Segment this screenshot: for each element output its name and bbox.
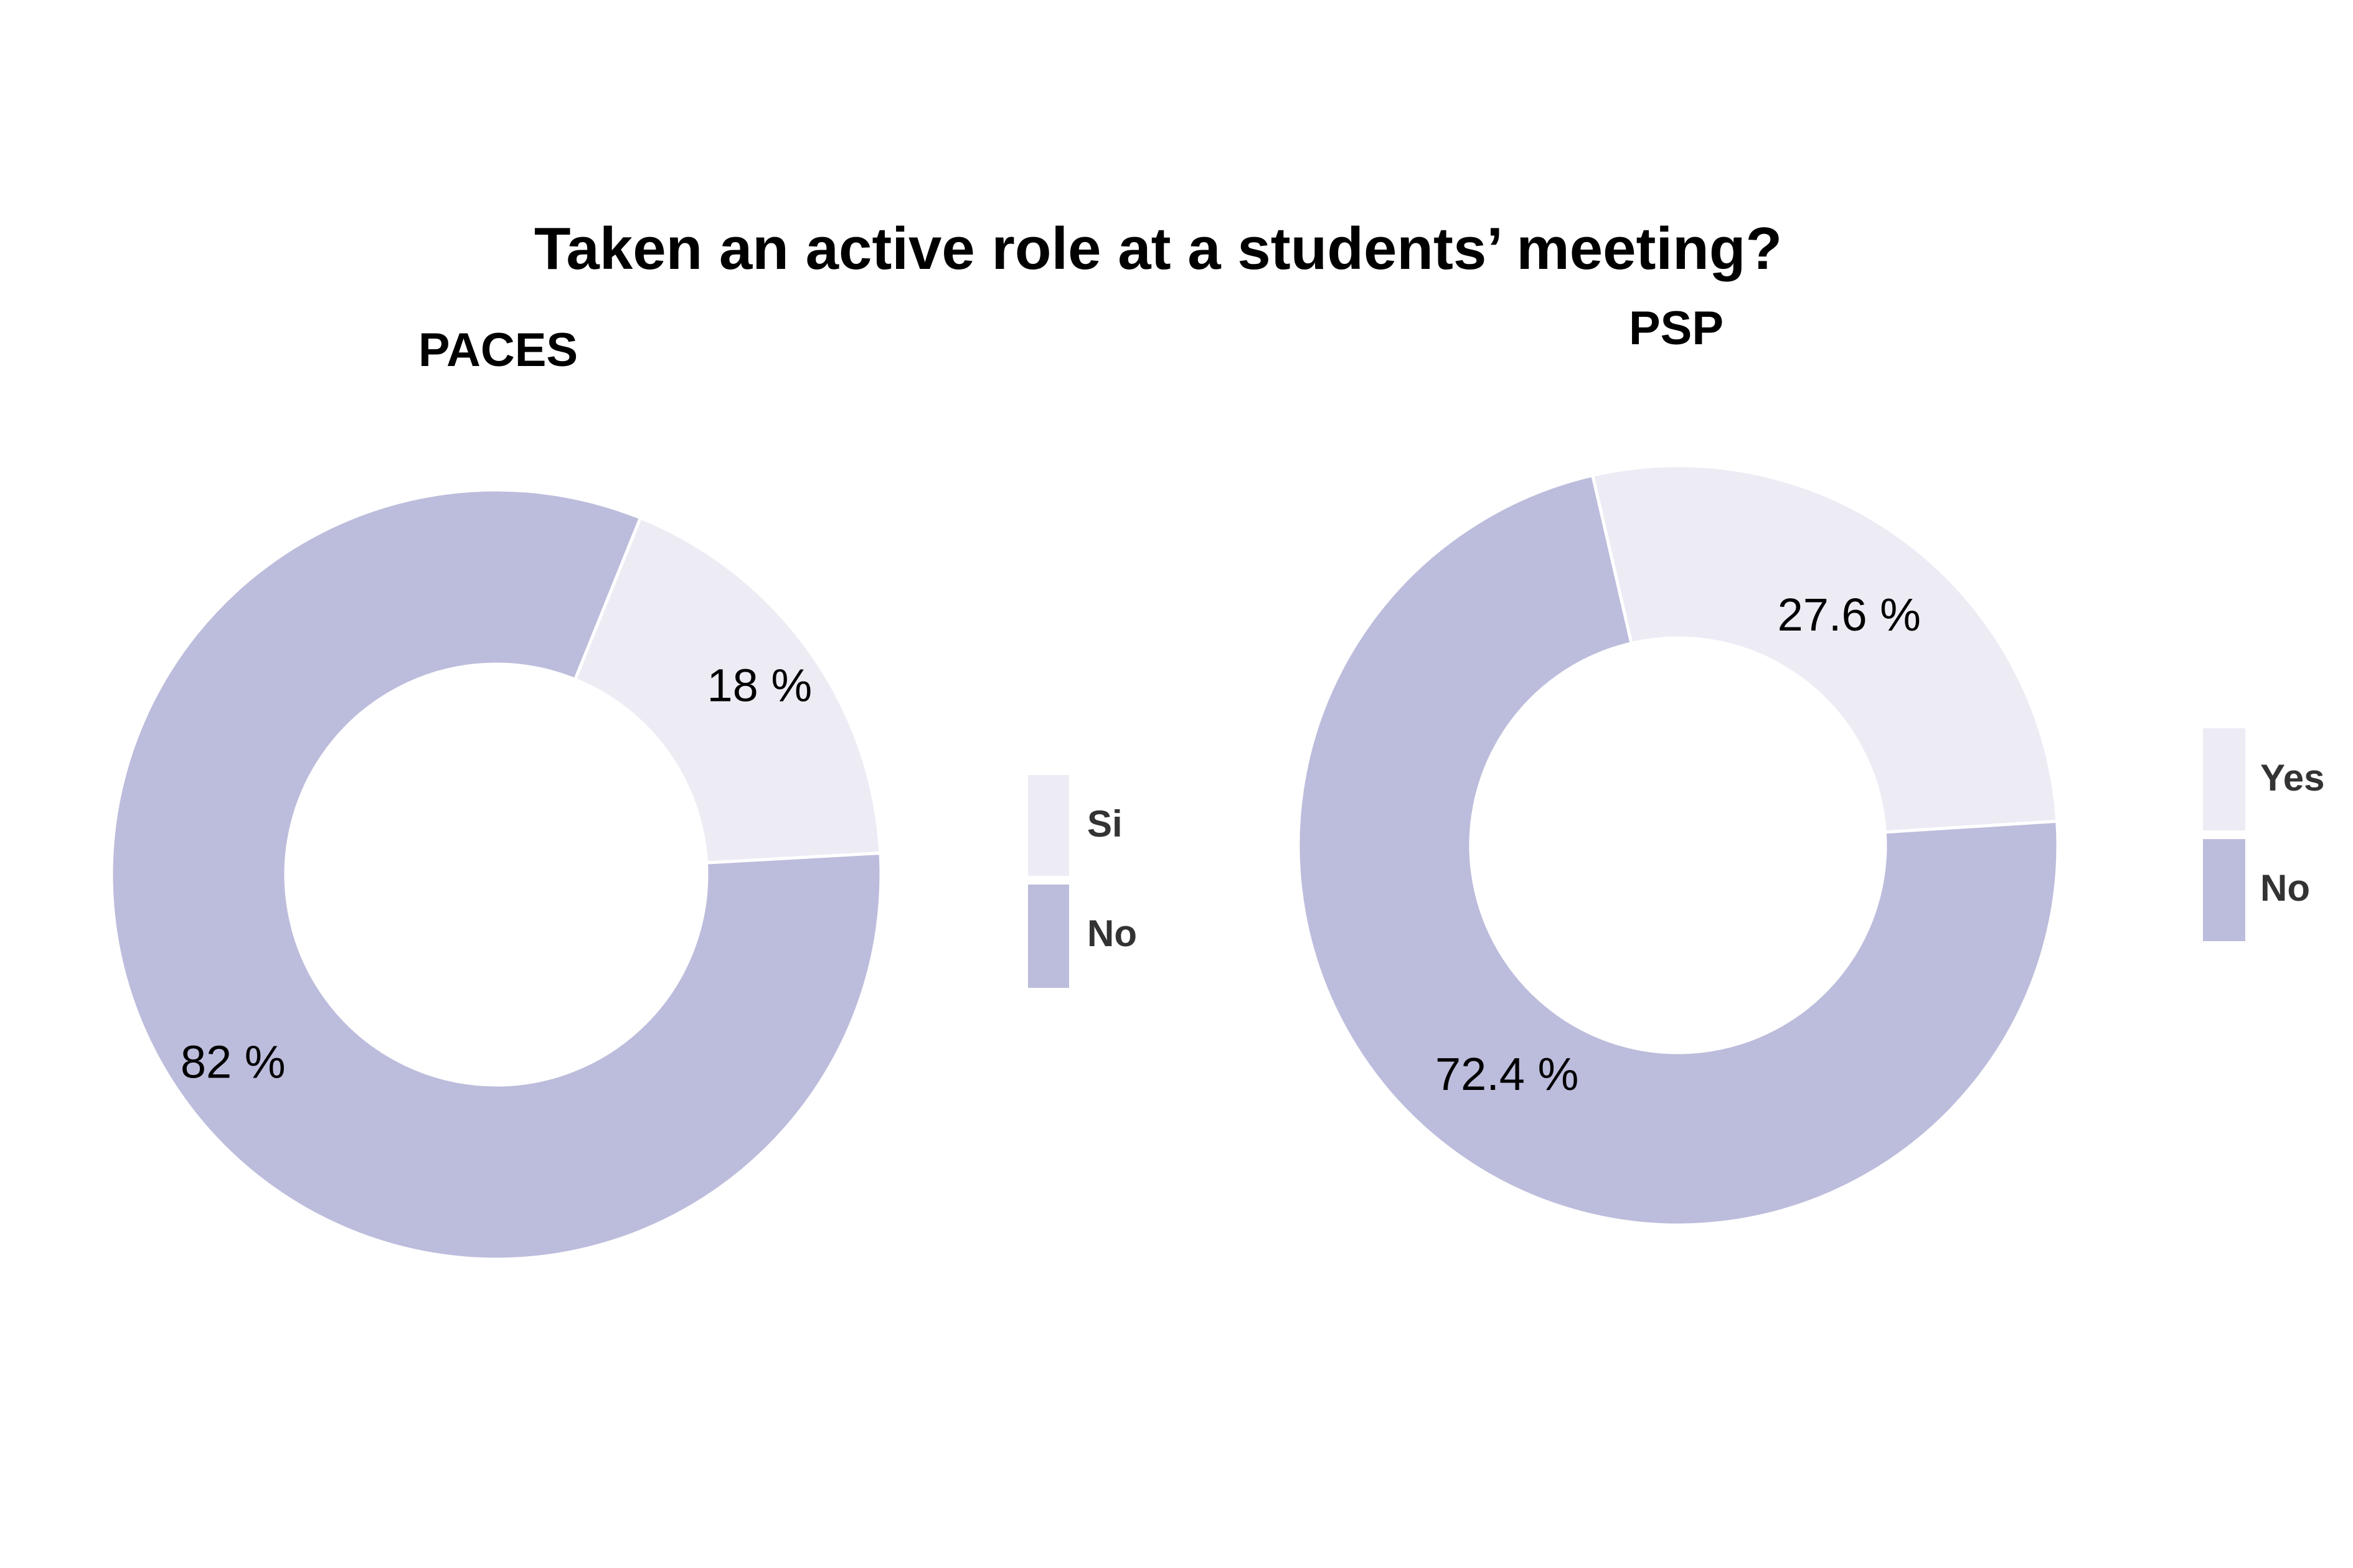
paces-slice-labels: 18 % 82 %: [181, 659, 812, 1087]
legend-label-yes: Yes: [2260, 757, 2324, 799]
slice-label-no: 82 %: [181, 1036, 286, 1088]
psp-donut: [1296, 464, 2060, 1227]
psp-panel: PSP 27.6 % 72.4 % Yes No: [1296, 302, 2324, 1227]
slice-label-yes: 27.6 %: [1778, 589, 1921, 641]
legend-key-si: [1028, 775, 1069, 876]
legend-label-no: No: [2260, 867, 2310, 909]
paces-panel: PACES 18 % 82 % Si No: [110, 324, 1137, 1261]
donut-slice-si: [573, 515, 882, 865]
legend-key-no: [2203, 839, 2245, 941]
legend-label-si: Si: [1087, 803, 1123, 845]
slice-label-no: 72.4 %: [1435, 1048, 1578, 1100]
legend-key-no: [1028, 885, 1069, 988]
donut-slice-yes: [1590, 464, 2059, 834]
paces-subtitle: PACES: [418, 324, 578, 377]
paces-donut: [110, 488, 883, 1261]
legend-label-no: No: [1087, 913, 1137, 954]
slice-label-si: 18 %: [707, 659, 812, 711]
psp-subtitle: PSP: [1629, 302, 1723, 355]
chart-title: Taken an active role at a students’ meet…: [534, 215, 1782, 282]
psp-legend: Yes No: [2203, 728, 2324, 941]
donut-slice-no: [1296, 473, 2060, 1227]
legend-key-yes: [2203, 728, 2245, 830]
paces-legend: Si No: [1028, 775, 1137, 988]
psp-slice-labels: 27.6 % 72.4 %: [1435, 589, 1921, 1100]
donut-slice-no: [110, 488, 883, 1261]
